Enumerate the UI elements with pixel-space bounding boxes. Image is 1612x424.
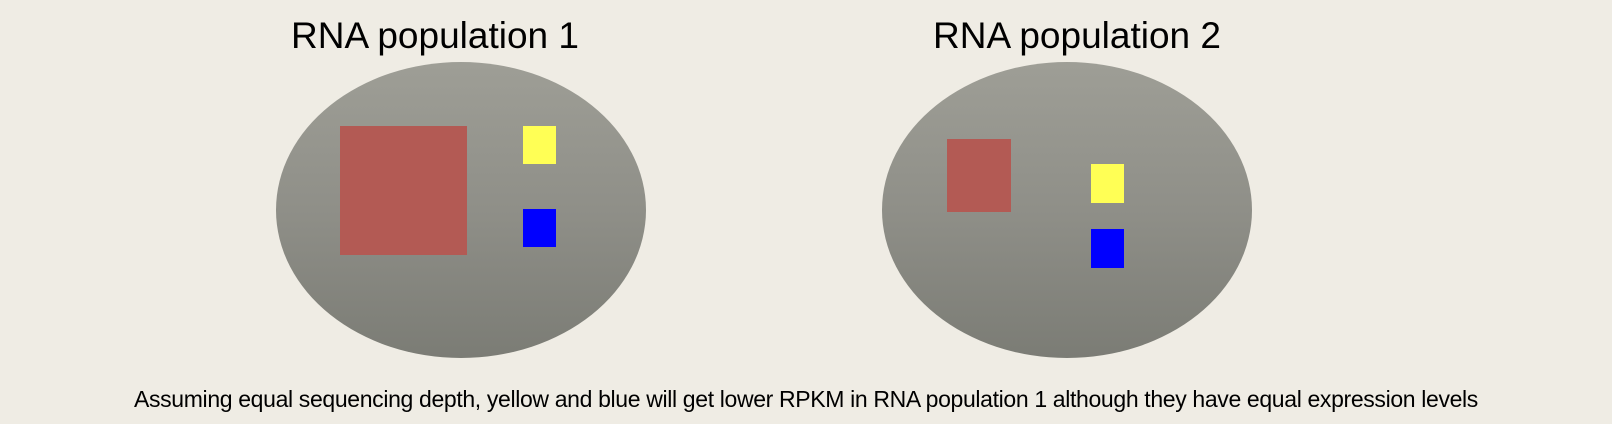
population-2-red-transcript <box>947 139 1011 212</box>
population-1-blue-transcript <box>523 209 556 247</box>
caption: Assuming equal sequencing depth, yellow … <box>134 386 1478 412</box>
population-2-yellow-transcript <box>1091 164 1124 203</box>
population-1-yellow-transcript <box>523 126 556 164</box>
population-2-title: RNA population 2 <box>933 15 1221 56</box>
population-2-blue-transcript <box>1091 229 1124 268</box>
rna-population-2-ellipse <box>882 62 1252 358</box>
population-1-red-transcript <box>340 126 467 255</box>
rna-population-1-ellipse <box>276 62 646 358</box>
population-1-title: RNA population 1 <box>291 15 579 56</box>
